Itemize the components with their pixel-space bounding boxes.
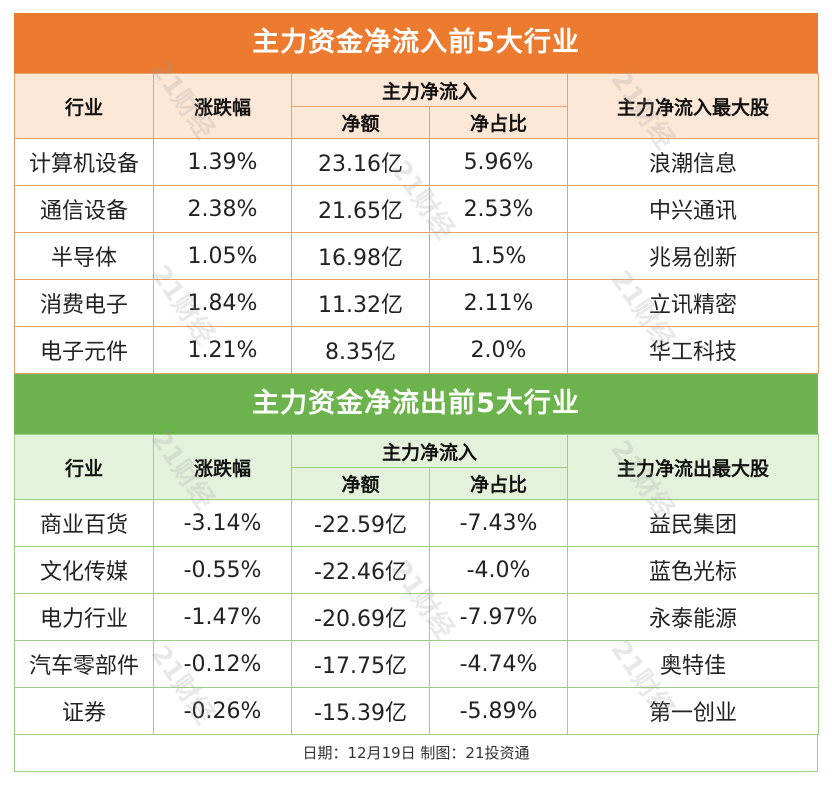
net-amount-cell: 8.35亿 bbox=[291, 326, 430, 374]
header-top-stock: 主力净流出最大股 bbox=[567, 434, 820, 500]
table-row: 电子元件 1.21% 8.35亿 2.0% 华工科技 bbox=[14, 326, 820, 374]
net-ratio-cell: 2.11% bbox=[428, 279, 569, 327]
top-stock-cell: 永泰能源 bbox=[567, 593, 820, 641]
table-row: 通信设备 2.38% 21.65亿 2.53% 中兴通讯 bbox=[14, 185, 820, 233]
net-amount-cell: -15.39亿 bbox=[291, 687, 430, 735]
top-stock-cell: 中兴通讯 bbox=[567, 185, 820, 233]
top-stock-cell: 浪潮信息 bbox=[567, 138, 820, 186]
industry-cell: 计算机设备 bbox=[14, 138, 154, 186]
net-amount-cell: -22.46亿 bbox=[291, 546, 430, 594]
top-stock-cell: 奥特佳 bbox=[567, 640, 820, 688]
net-amount-cell: 11.32亿 bbox=[291, 279, 430, 327]
top-stock-cell: 华工科技 bbox=[567, 326, 820, 374]
top-stock-cell: 兆易创新 bbox=[567, 232, 820, 280]
net-ratio-cell: 2.0% bbox=[428, 326, 569, 374]
inflow-title: 主力资金净流入前5大行业 bbox=[14, 13, 818, 73]
net-amount-cell: -22.59亿 bbox=[291, 499, 430, 547]
industry-cell: 商业百货 bbox=[14, 499, 154, 547]
industry-cell: 电子元件 bbox=[14, 326, 154, 374]
table-row: 计算机设备 1.39% 23.16亿 5.96% 浪潮信息 bbox=[14, 138, 820, 186]
change-cell: -0.26% bbox=[153, 687, 292, 735]
header-change: 涨跌幅 bbox=[153, 434, 292, 500]
industry-cell: 电力行业 bbox=[14, 593, 154, 641]
industry-cell: 半导体 bbox=[14, 232, 154, 280]
header-net-inflow-group: 主力净流入 bbox=[290, 434, 569, 468]
header-industry: 行业 bbox=[14, 434, 154, 500]
table-row: 电力行业 -1.47% -20.69亿 -7.97% 永泰能源 bbox=[14, 593, 820, 641]
net-amount-cell: 16.98亿 bbox=[291, 232, 430, 280]
industry-cell: 汽车零部件 bbox=[14, 640, 154, 688]
inflow-table: 行业 涨跌幅 主力净流入 主力净流入最大股 净额 净占比 计算机设备 1.39%… bbox=[14, 73, 820, 374]
report-sheet: 主力资金净流入前5大行业 行业 涨跌幅 主力净流入 主力净流入最大股 净额 净占… bbox=[14, 13, 820, 772]
net-ratio-cell: 2.53% bbox=[428, 185, 569, 233]
change-cell: 2.38% bbox=[153, 185, 292, 233]
outflow-title: 主力资金净流出前5大行业 bbox=[14, 374, 818, 434]
net-ratio-cell: -5.89% bbox=[428, 687, 569, 735]
table-row: 消费电子 1.84% 11.32亿 2.11% 立讯精密 bbox=[14, 279, 820, 327]
outflow-table: 行业 涨跌幅 主力净流入 主力净流出最大股 净额 净占比 商业百货 -3.14%… bbox=[14, 434, 820, 735]
table-row: 半导体 1.05% 16.98亿 1.5% 兆易创新 bbox=[14, 232, 820, 280]
header-net-amount: 净额 bbox=[291, 106, 430, 139]
header-industry: 行业 bbox=[14, 73, 154, 139]
table-row: 文化传媒 -0.55% -22.46亿 -4.0% 蓝色光标 bbox=[14, 546, 820, 594]
net-ratio-cell: 1.5% bbox=[428, 232, 569, 280]
top-stock-cell: 立讯精密 bbox=[567, 279, 820, 327]
change-cell: -0.12% bbox=[153, 640, 292, 688]
table-row: 商业百货 -3.14% -22.59亿 -7.43% 益民集团 bbox=[14, 499, 820, 547]
header-net-inflow-group: 主力净流入 bbox=[290, 73, 569, 107]
header-net-ratio: 净占比 bbox=[428, 467, 569, 500]
header-net-amount: 净额 bbox=[291, 467, 430, 500]
industry-cell: 通信设备 bbox=[14, 185, 154, 233]
net-amount-cell: -20.69亿 bbox=[291, 593, 430, 641]
change-cell: 1.21% bbox=[153, 326, 292, 374]
change-cell: -0.55% bbox=[153, 546, 292, 594]
footer-credit: 日期：12月19日 制图：21投资通 bbox=[14, 735, 818, 772]
net-ratio-cell: -4.74% bbox=[428, 640, 569, 688]
net-ratio-cell: -7.97% bbox=[428, 593, 569, 641]
change-cell: 1.39% bbox=[153, 138, 292, 186]
header-change: 涨跌幅 bbox=[153, 73, 292, 139]
change-cell: 1.84% bbox=[153, 279, 292, 327]
industry-cell: 证券 bbox=[14, 687, 154, 735]
change-cell: -3.14% bbox=[153, 499, 292, 547]
net-ratio-cell: 5.96% bbox=[428, 138, 569, 186]
header-top-stock: 主力净流入最大股 bbox=[567, 73, 820, 139]
net-amount-cell: 23.16亿 bbox=[291, 138, 430, 186]
net-amount-cell: 21.65亿 bbox=[291, 185, 430, 233]
net-ratio-cell: -7.43% bbox=[428, 499, 569, 547]
change-cell: 1.05% bbox=[153, 232, 292, 280]
net-amount-cell: -17.75亿 bbox=[291, 640, 430, 688]
table-row: 证券 -0.26% -15.39亿 -5.89% 第一创业 bbox=[14, 687, 820, 735]
net-ratio-cell: -4.0% bbox=[428, 546, 569, 594]
change-cell: -1.47% bbox=[153, 593, 292, 641]
top-stock-cell: 第一创业 bbox=[567, 687, 820, 735]
industry-cell: 消费电子 bbox=[14, 279, 154, 327]
table-row: 汽车零部件 -0.12% -17.75亿 -4.74% 奥特佳 bbox=[14, 640, 820, 688]
industry-cell: 文化传媒 bbox=[14, 546, 154, 594]
top-stock-cell: 益民集团 bbox=[567, 499, 820, 547]
header-net-ratio: 净占比 bbox=[428, 106, 569, 139]
top-stock-cell: 蓝色光标 bbox=[567, 546, 820, 594]
